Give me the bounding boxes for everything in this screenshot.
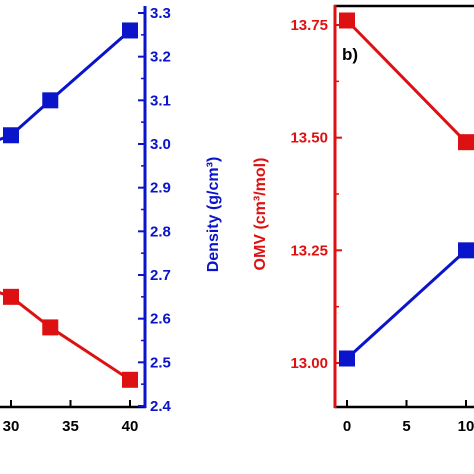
density-tick-label: 3.0 bbox=[150, 136, 171, 153]
left-series-1-marker bbox=[42, 319, 59, 336]
left-x-tick-label: 30 bbox=[3, 418, 20, 435]
left-series bbox=[0, 22, 138, 388]
left-series-0-line bbox=[0, 29, 131, 141]
density-tick-label: 2.7 bbox=[150, 267, 171, 284]
density-axis-title: Density (g/cm³) bbox=[205, 157, 222, 273]
right-series-0-marker bbox=[339, 12, 355, 29]
left-x-tick-label: 35 bbox=[62, 418, 79, 435]
density-tick-label: 2.9 bbox=[150, 180, 171, 197]
left-x-ticks: 30 35 40 bbox=[3, 400, 139, 435]
right-series-1-marker bbox=[458, 242, 474, 259]
right-x-tick-label: 10 bbox=[458, 418, 474, 435]
omv-tick-label: 13.75 bbox=[290, 17, 328, 34]
right-series-0-marker bbox=[458, 134, 474, 151]
panel-label-b: b) bbox=[342, 45, 358, 64]
density-tick-label: 2.5 bbox=[150, 354, 171, 371]
density-tick-label: 2.6 bbox=[150, 311, 171, 328]
omv-tick-label: 13.25 bbox=[290, 242, 328, 259]
right-series-1-marker bbox=[339, 350, 355, 367]
left-series-1-line bbox=[0, 291, 131, 382]
density-tick-label: 3.3 bbox=[150, 5, 171, 22]
right-x-ticks: 0 5 10 bbox=[343, 400, 474, 435]
left-series-0-marker bbox=[42, 92, 59, 109]
right-x-tick-label: 5 bbox=[402, 418, 410, 435]
right-x-tick-label: 0 bbox=[343, 418, 351, 435]
right-omv-ticks: 13.00 13.25 13.50 13.75 bbox=[290, 17, 342, 372]
left-panel: 30 35 40 2.4 2.5 2.6 2.7 2.8 2.9 3.0 3.1 3.2 3.3 De… bbox=[0, 5, 222, 435]
left-series-0-marker bbox=[3, 127, 19, 144]
density-tick-label: 3.2 bbox=[150, 49, 171, 66]
omv-axis-title: OMV (cm³/mol) bbox=[252, 158, 269, 271]
left-series-1-marker bbox=[3, 288, 19, 305]
omv-tick-label: 13.00 bbox=[290, 355, 328, 372]
left-series-1-marker bbox=[122, 371, 138, 388]
right-series bbox=[339, 12, 474, 367]
density-tick-label: 2.8 bbox=[150, 223, 171, 240]
right-series-1-line bbox=[345, 249, 468, 360]
density-tick-label: 2.4 bbox=[150, 398, 172, 415]
right-series-0-line bbox=[345, 19, 468, 144]
left-series-0-marker bbox=[122, 22, 138, 39]
omv-tick-label: 13.50 bbox=[290, 130, 328, 147]
density-tick-label: 3.1 bbox=[150, 92, 171, 109]
left-density-ticks: 2.4 2.5 2.6 2.7 2.8 2.9 3.0 3.1 3.2 3.3 bbox=[138, 5, 172, 415]
left-x-tick-label: 40 bbox=[122, 418, 139, 435]
